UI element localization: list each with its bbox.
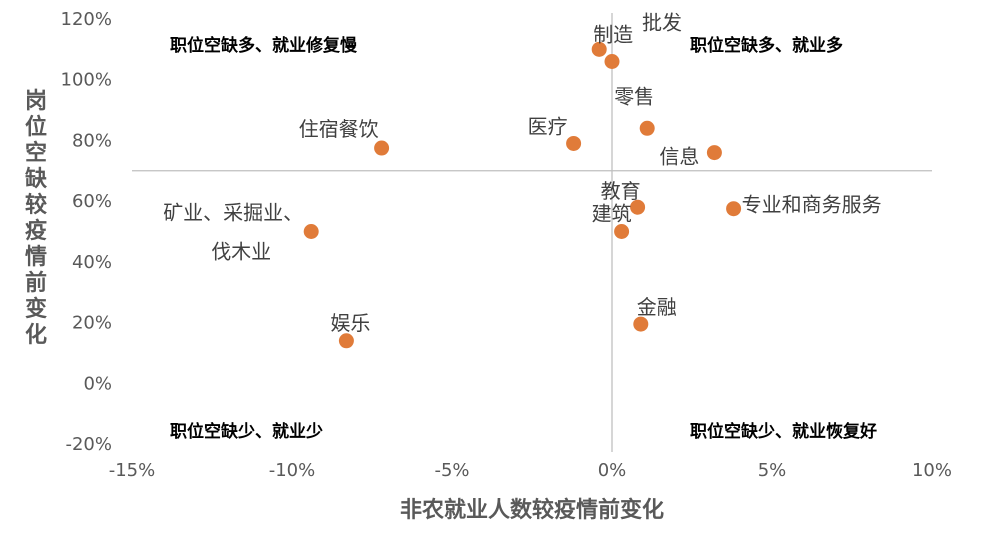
scatter-point [604, 54, 620, 69]
quadrant-label: 职位空缺少、就业少 [170, 421, 323, 442]
x-tick-label: -5% [434, 460, 469, 481]
y-tick-label: 60% [72, 191, 112, 212]
y-tick-label: 40% [72, 252, 112, 273]
quadrant-label: 职位空缺少、就业恢复好 [690, 421, 877, 442]
point-label: 批发 [642, 11, 682, 35]
y-tick-label: -20% [65, 434, 112, 455]
y-axis-title-char: 岗 [25, 89, 47, 114]
y-axis-title-char: 情 [25, 244, 47, 270]
scatter-point [338, 333, 354, 349]
x-axis-title: 非农就业人数较疫情前变化 [400, 497, 664, 523]
scatter-point [566, 135, 582, 151]
scatter-point [639, 120, 655, 136]
crosshair-lines [132, 13, 932, 452]
point-label: 金融 [637, 295, 677, 319]
quadrant-label: 职位空缺多、就业多 [690, 35, 843, 56]
y-axis-title-char: 缺 [25, 166, 48, 192]
x-tick-label: 5% [758, 460, 787, 481]
quadrant-label: 职位空缺多、就业修复慢 [170, 35, 358, 56]
y-tick-label: 100% [61, 70, 112, 91]
y-tick-label: 80% [72, 130, 112, 151]
point-label: 娱乐 [330, 311, 370, 335]
y-tick-label: 20% [72, 313, 112, 334]
scatter-point [706, 145, 722, 161]
scatter-point [726, 201, 742, 217]
x-tick-label: -15% [109, 460, 156, 481]
point-label: 建筑 [592, 202, 632, 226]
point-label: 住宿餐饮 [299, 117, 379, 141]
point-label: 信息 [659, 145, 699, 169]
y-axis-title-char: 空 [25, 140, 47, 166]
scatter-point [591, 41, 607, 57]
scatter-point [374, 140, 390, 156]
y-tick-label: 120% [61, 9, 112, 30]
x-tick-label: 10% [912, 460, 952, 481]
point-label: 教育 [601, 179, 641, 203]
y-axis-title-char: 较 [25, 192, 47, 218]
point-label: 专业和商务服务 [742, 193, 882, 217]
y-tick-label: 0% [83, 373, 112, 394]
scatter-point [303, 224, 319, 239]
point-label: 医疗 [528, 114, 568, 138]
scatter-point [630, 199, 646, 215]
point-label: 制造 [593, 22, 633, 46]
scatter-point [614, 224, 630, 239]
y-axis-title-char: 位 [25, 114, 47, 140]
y-axis-title-char: 变 [25, 296, 47, 322]
point-label: 矿业、采掘业、 [163, 201, 303, 225]
x-tick-label: 0% [598, 460, 627, 481]
point-label: 零售 [614, 84, 654, 108]
data-points [303, 41, 742, 349]
y-axis-ticks: 120% 100% 80% 60% 40% 20% 0% -20% [61, 9, 112, 455]
y-axis-title-char: 疫 [25, 218, 47, 244]
point-label: 伐木业 [211, 240, 271, 264]
x-tick-label: -10% [269, 460, 316, 481]
y-axis-title-char: 前 [25, 270, 47, 296]
scatter-point [633, 316, 649, 332]
x-axis-ticks: -15% -10% -5% 0% 5% 10% [109, 460, 952, 481]
y-axis-title-char: 化 [25, 322, 47, 348]
